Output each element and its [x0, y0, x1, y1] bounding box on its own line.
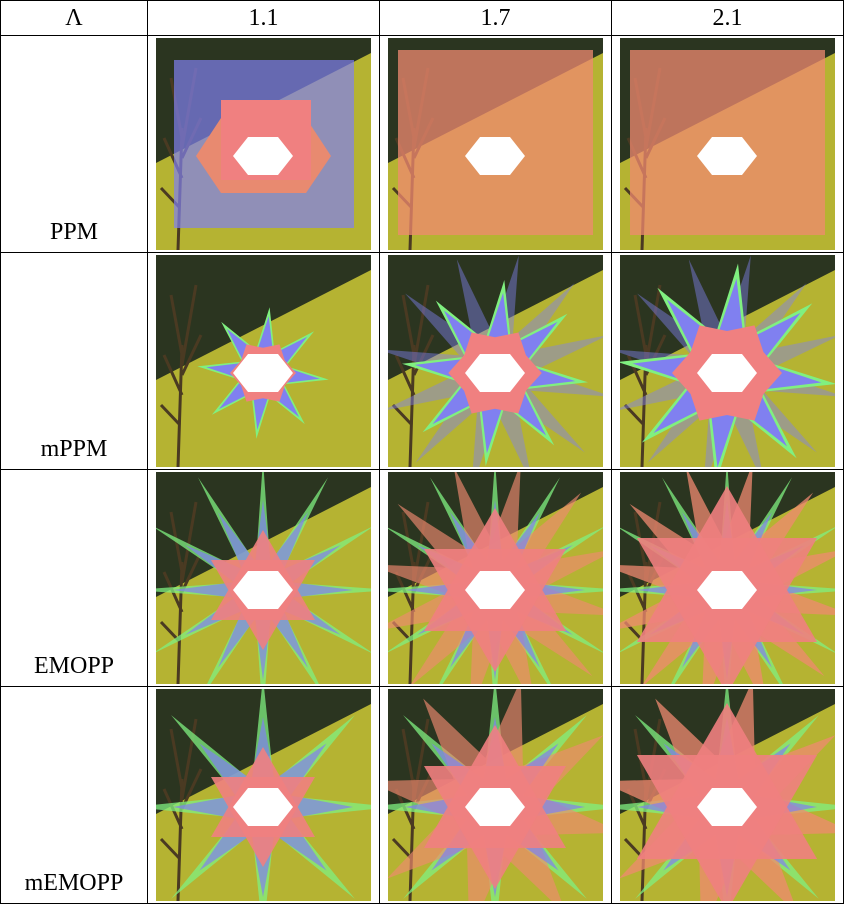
result-image [388, 38, 603, 250]
result-image [156, 472, 371, 684]
row-label: PPM [1, 36, 148, 253]
column-header: Λ [1, 1, 148, 36]
column-header: 1.7 [380, 1, 612, 36]
result-image [620, 38, 835, 250]
image-cell [612, 253, 844, 470]
result-image [156, 38, 371, 250]
image-cell [148, 36, 380, 253]
table-row: PPM [1, 36, 844, 253]
result-image [388, 255, 603, 467]
image-cell [380, 687, 612, 904]
result-image [620, 472, 835, 684]
column-header: 1.1 [148, 1, 380, 36]
image-cell [148, 687, 380, 904]
image-cell [148, 253, 380, 470]
row-label: EMOPP [1, 470, 148, 687]
result-image [156, 255, 371, 467]
table-row: EMOPP [1, 470, 844, 687]
row-label: mPPM [1, 253, 148, 470]
result-image [620, 255, 835, 467]
image-cell [380, 36, 612, 253]
image-cell [612, 36, 844, 253]
result-image [620, 689, 835, 901]
image-cell [612, 470, 844, 687]
image-cell [380, 253, 612, 470]
result-image [156, 689, 371, 901]
table-row: mPPM [1, 253, 844, 470]
row-label: mEMOPP [1, 687, 148, 904]
image-cell [148, 470, 380, 687]
image-cell [612, 687, 844, 904]
results-table: Λ1.11.72.1 PPM mPPM EMOPP mEMOPP [0, 0, 844, 904]
column-header: 2.1 [612, 1, 844, 36]
image-cell [380, 470, 612, 687]
result-image [388, 689, 603, 901]
table-row: mEMOPP [1, 687, 844, 904]
result-image [388, 472, 603, 684]
table-body: PPM mPPM EMOPP mEMOPP [1, 36, 844, 904]
